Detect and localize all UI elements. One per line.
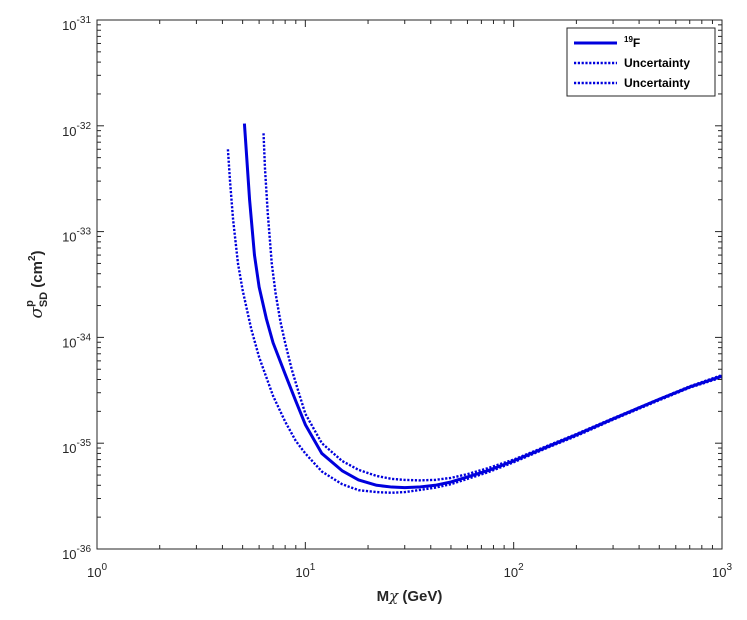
x-tick-label: 103 bbox=[712, 562, 732, 580]
legend-label-1: Uncertainty bbox=[624, 56, 690, 70]
y-axis-title: σp SD (cm2) bbox=[24, 250, 50, 318]
series-layer bbox=[226, 123, 723, 494]
y-tick-label: 10-36 bbox=[62, 544, 91, 562]
y-tick-label: 10-33 bbox=[62, 227, 91, 245]
x-axis-title: Mχ (GeV) bbox=[377, 587, 443, 605]
plot-area bbox=[97, 20, 722, 549]
series-line-uncertainty-1 bbox=[262, 133, 723, 482]
y-tick-label: 10-34 bbox=[62, 332, 91, 350]
x-tick-label: 101 bbox=[295, 562, 315, 580]
y-tick-label: 10-35 bbox=[62, 438, 91, 456]
x-tick-label: 102 bbox=[504, 562, 524, 580]
plot-background bbox=[97, 20, 722, 549]
axes-layer bbox=[96, 19, 723, 550]
axes-box bbox=[96, 19, 723, 550]
y-tick-label: 10-32 bbox=[62, 121, 91, 139]
legend-label-0: 19F bbox=[624, 35, 640, 50]
series-line-uncertainty-2 bbox=[226, 149, 723, 494]
x-tick-label: 100 bbox=[87, 562, 107, 580]
y-tick-label: 10-31 bbox=[62, 15, 91, 33]
legend-box bbox=[566, 27, 716, 97]
labels-layer: 100 101 102 103 10-36 10-35 10-34 10-33 10-32 10-… bbox=[24, 15, 732, 605]
legend: 19F Uncertainty Uncertainty bbox=[566, 27, 716, 97]
legend-label-2: Uncertainty bbox=[624, 76, 690, 90]
